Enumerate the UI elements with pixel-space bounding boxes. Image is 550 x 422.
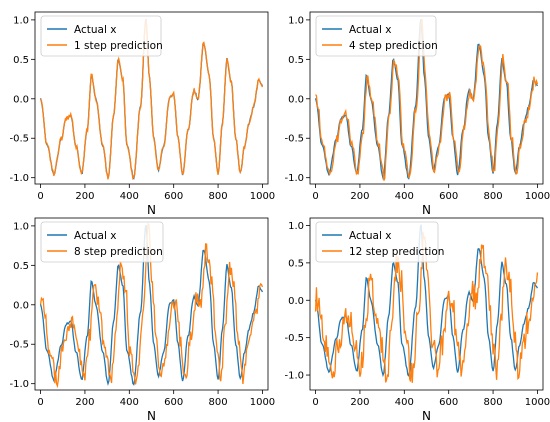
y-tick-label: -0.5 bbox=[284, 134, 304, 145]
y-tick-label: 1.0 bbox=[288, 15, 304, 26]
y-tick-label: -0.5 bbox=[9, 134, 29, 145]
y-tick-label: 0.5 bbox=[13, 261, 29, 272]
y-tick-label: -1.0 bbox=[9, 379, 29, 390]
plot-frame bbox=[34, 11, 269, 185]
y-tick-label: -1.0 bbox=[9, 173, 29, 184]
y-tick-label: 0.0 bbox=[13, 94, 29, 105]
x-tick-label: 400 bbox=[395, 397, 414, 408]
x-tick-label: 800 bbox=[209, 397, 228, 408]
x-tick-label: 1000 bbox=[525, 191, 550, 202]
legend-label: Actual x bbox=[349, 230, 391, 242]
x-tick-label: 600 bbox=[164, 397, 183, 408]
y-tick-label: 0.0 bbox=[288, 94, 304, 105]
legend-label: 4 step prediction bbox=[349, 40, 438, 52]
chart-panel-4: 0 200 400 600 800 1000 -1.0 -0.5 0.0 0.5 1.0 N Actua… bbox=[284, 217, 550, 422]
y-tick-label: -1.0 bbox=[284, 173, 304, 184]
series-line-prediction bbox=[314, 231, 539, 383]
y-tick-label: 0.5 bbox=[288, 258, 304, 269]
x-axis-label: N bbox=[422, 203, 431, 217]
x-tick-label: 200 bbox=[350, 191, 369, 202]
x-axis-label: N bbox=[147, 409, 156, 422]
series-line-actual-x bbox=[39, 224, 264, 386]
series-line-prediction bbox=[39, 222, 264, 389]
legend-box bbox=[40, 221, 164, 263]
x-tick-label: 200 bbox=[350, 397, 369, 408]
x-tick-label: 200 bbox=[75, 397, 94, 408]
series-line-actual-x bbox=[314, 18, 539, 180]
y-tick-label: -0.5 bbox=[9, 340, 29, 351]
x-tick-label: 800 bbox=[209, 191, 228, 202]
x-tick-label: 400 bbox=[395, 191, 414, 202]
plot-frame bbox=[309, 11, 544, 185]
plot-frame bbox=[34, 217, 269, 391]
y-tick-label: 1.0 bbox=[13, 221, 29, 232]
y-tick-label: 0.5 bbox=[288, 55, 304, 66]
x-tick-label: 200 bbox=[75, 191, 94, 202]
legend-label: Actual x bbox=[74, 230, 116, 242]
legend-label: Actual x bbox=[74, 24, 116, 36]
y-tick-label: 1.0 bbox=[288, 221, 304, 232]
series-line-prediction bbox=[39, 19, 264, 181]
y-tick-label: -1.0 bbox=[284, 371, 304, 382]
x-tick-label: 0 bbox=[312, 191, 318, 202]
legend-box bbox=[315, 15, 437, 57]
plot-frame bbox=[309, 217, 544, 391]
series-line-prediction bbox=[315, 19, 539, 181]
legend-label: 12 step prediction bbox=[349, 246, 444, 258]
x-tick-label: 800 bbox=[484, 397, 503, 408]
y-tick-label: 0.0 bbox=[13, 300, 29, 311]
x-tick-label: 600 bbox=[439, 191, 458, 202]
x-tick-label: 1000 bbox=[250, 397, 275, 408]
y-tick-label: 0.0 bbox=[288, 296, 304, 307]
y-tick-label: -0.5 bbox=[284, 333, 304, 344]
x-tick-label: 400 bbox=[120, 191, 139, 202]
legend-box bbox=[40, 15, 162, 57]
series-line-actual-x bbox=[314, 224, 539, 378]
x-tick-label: 0 bbox=[37, 191, 43, 202]
legend-box bbox=[315, 221, 439, 263]
x-tick-label: 400 bbox=[120, 397, 139, 408]
x-tick-label: 0 bbox=[37, 397, 43, 408]
legend-label: 1 step prediction bbox=[74, 40, 163, 52]
x-tick-label: 0 bbox=[312, 397, 318, 408]
y-tick-label: 1.0 bbox=[13, 15, 29, 26]
x-tick-label: 600 bbox=[164, 191, 183, 202]
chart-panel-1: 0 200 400 600 800 1000 -1.0 -0.5 0.0 0.5 1.0 N Actua… bbox=[9, 11, 275, 217]
x-tick-label: 1000 bbox=[525, 397, 550, 408]
x-axis-label: N bbox=[147, 203, 156, 217]
x-tick-label: 800 bbox=[484, 191, 503, 202]
legend-label: Actual x bbox=[349, 24, 391, 36]
chart-panel-3: 0 200 400 600 800 1000 -1.0 -0.5 0.0 0.5 1.0 N Actua… bbox=[9, 217, 275, 422]
x-tick-label: 600 bbox=[439, 397, 458, 408]
x-tick-label: 1000 bbox=[250, 191, 275, 202]
legend-label: 8 step prediction bbox=[74, 246, 163, 258]
x-axis-label: N bbox=[422, 409, 431, 422]
chart-panel-2: 0 200 400 600 800 1000 -1.0 -0.5 0.0 0.5 1.0 N Actua… bbox=[284, 11, 550, 217]
y-tick-label: 0.5 bbox=[13, 55, 29, 66]
